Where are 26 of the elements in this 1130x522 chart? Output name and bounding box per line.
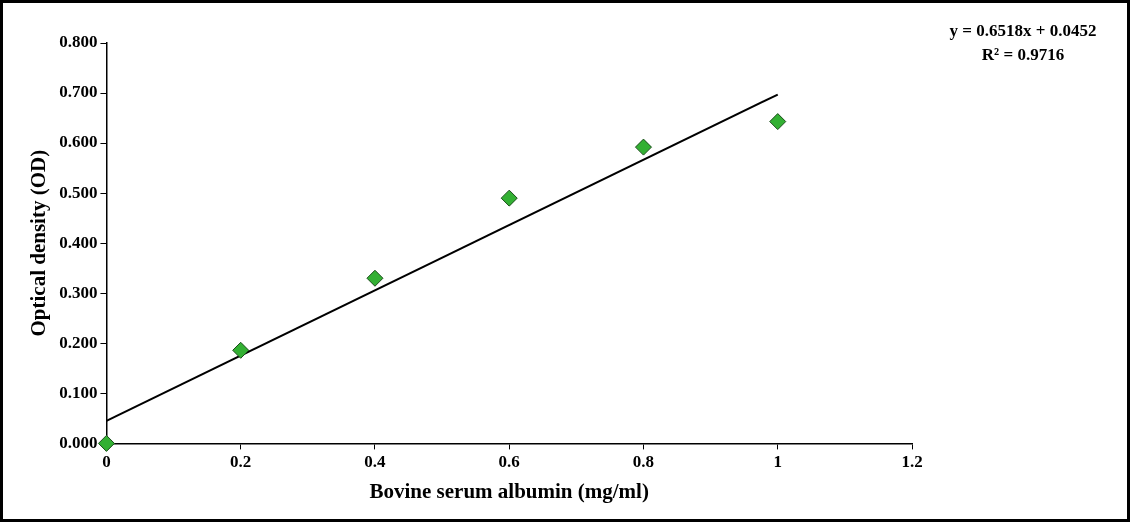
point <box>232 341 250 359</box>
x-tick-label: 0.6 <box>498 451 520 471</box>
point <box>769 113 787 131</box>
text: y = 0.6518x + 0.0452 <box>949 20 1097 40</box>
x-axis-title: Bovine serum albumin (mg/ml) <box>369 478 649 503</box>
y-axis-title: Optical density (OD) <box>26 149 51 337</box>
x-tick-label: 0.2 <box>230 451 252 471</box>
y-tick-label: 0.600 <box>59 132 98 152</box>
point <box>634 138 652 156</box>
point <box>366 269 384 287</box>
y-tick-label: 0.400 <box>59 232 98 252</box>
point <box>97 434 115 452</box>
y-tick-label: 0.000 <box>59 432 98 452</box>
x-tick-label: 1 <box>773 451 782 471</box>
point <box>500 189 518 207</box>
y-tick-label: 0.300 <box>59 282 98 302</box>
x-tick-label: 1.2 <box>901 451 923 471</box>
y-tick-label: 0.100 <box>59 382 98 402</box>
x-tick-label: 0 <box>102 451 111 471</box>
y-tick-label: 0.500 <box>59 182 98 202</box>
x-tick-label: 0.4 <box>364 451 387 471</box>
x-tick-label: 0.8 <box>632 451 655 471</box>
text: R² = 0.9716 <box>981 44 1065 64</box>
y-tick-label: 0.700 <box>59 82 98 102</box>
y-tick-label: 0.800 <box>59 32 98 52</box>
y-tick-label: 0.200 <box>59 332 98 352</box>
